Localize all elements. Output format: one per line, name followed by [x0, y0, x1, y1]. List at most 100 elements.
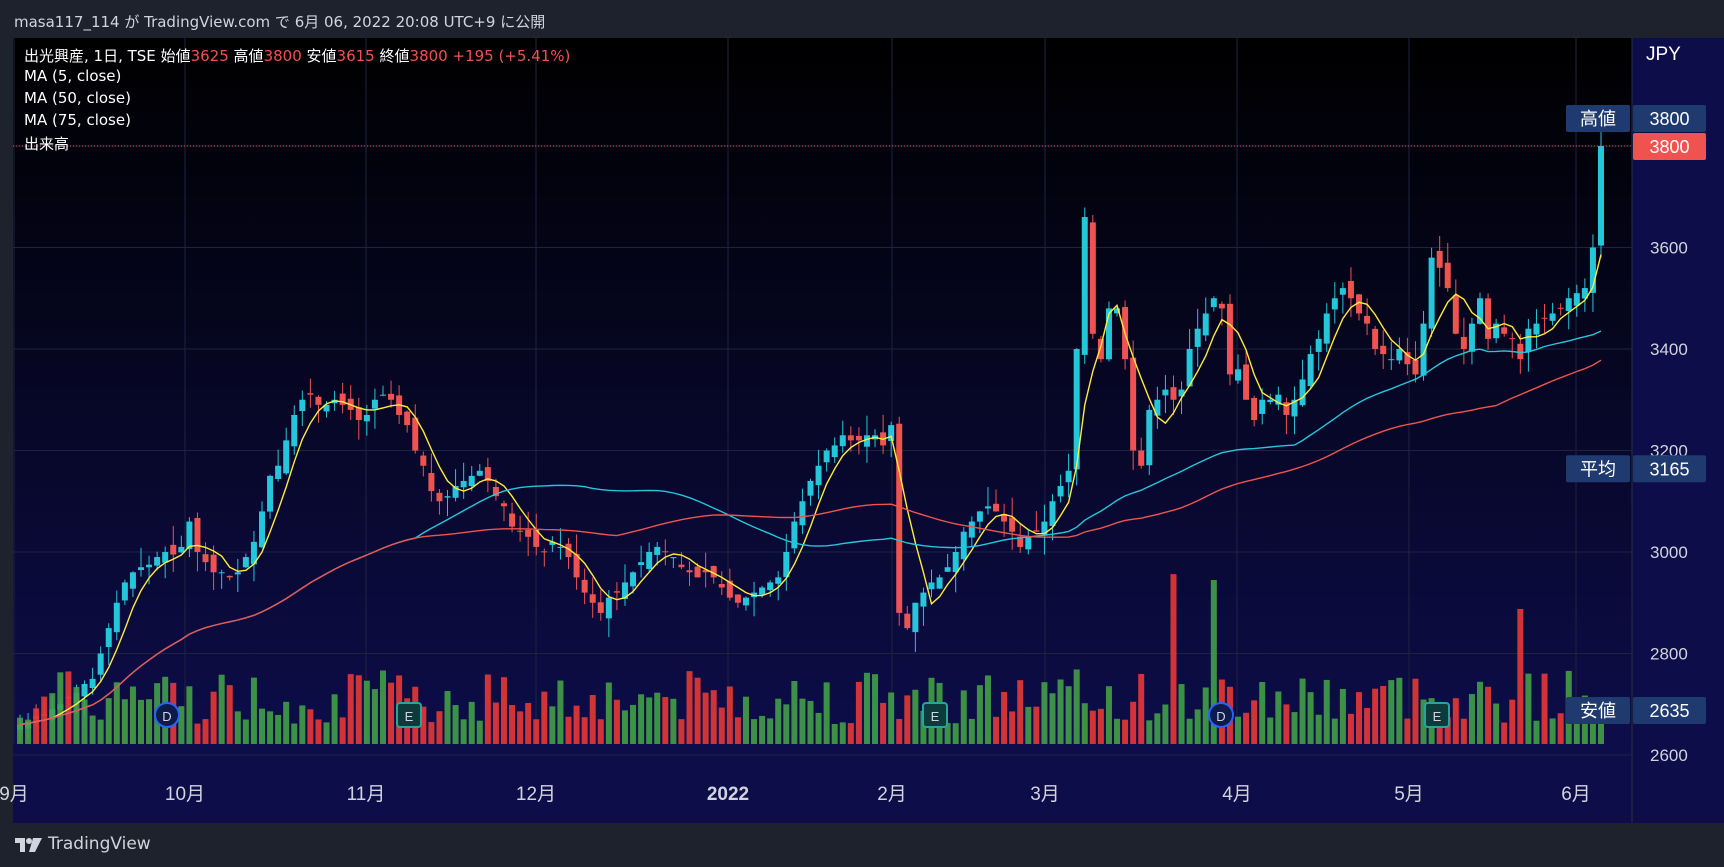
- volume-bar: [1065, 686, 1072, 744]
- volume-bar: [468, 701, 475, 744]
- volume-bar: [363, 680, 370, 744]
- candle-body: [210, 554, 217, 573]
- candle-body: [146, 564, 153, 568]
- candle-body: [1493, 323, 1500, 339]
- volume-bar: [1001, 691, 1008, 744]
- event-label: E: [1433, 709, 1442, 724]
- volume-bar: [1073, 669, 1080, 744]
- candle-body: [678, 564, 685, 568]
- chart-panel[interactable]: 3800360034003200300028002600JPY9月10月11月1…: [0, 38, 1724, 823]
- legend-ma50[interactable]: MA (50, close): [24, 89, 131, 107]
- volume-bar: [670, 698, 677, 744]
- candle-body: [718, 584, 725, 588]
- volume-bar: [33, 708, 40, 744]
- volume-bar: [1235, 716, 1242, 744]
- candle-body: [1235, 369, 1242, 381]
- candle-body: [484, 467, 491, 481]
- time-tick-label: 6月: [1561, 784, 1591, 805]
- candle-body: [1444, 262, 1451, 289]
- volume-bar: [1436, 722, 1443, 744]
- candle-body: [807, 480, 814, 496]
- legend-volume[interactable]: 出来高: [24, 135, 70, 153]
- volume-bar: [1468, 694, 1475, 744]
- candle-body: [1202, 313, 1209, 336]
- volume-bar: [146, 699, 153, 744]
- volume-bar: [1307, 692, 1314, 744]
- candle-body: [202, 554, 209, 563]
- candle-body: [1259, 399, 1266, 414]
- candle-body: [1412, 359, 1419, 375]
- volume-bar: [1009, 711, 1016, 744]
- volume-bar: [258, 708, 265, 744]
- volume-bar: [1299, 678, 1306, 744]
- price-tick-label: 2800: [1650, 645, 1688, 664]
- candle-body: [1468, 323, 1475, 352]
- volume-bar: [339, 717, 346, 744]
- legend-ma75[interactable]: MA (75, close): [24, 111, 131, 129]
- volume-bar: [1259, 682, 1266, 744]
- candle-body: [1114, 308, 1121, 314]
- plot-background: [13, 38, 1632, 744]
- candle-body: [1210, 298, 1217, 308]
- volume-bar: [1525, 673, 1532, 744]
- candle-body: [1364, 315, 1371, 324]
- price-chart[interactable]: 3800360034003200300028002600JPY9月10月11月1…: [0, 38, 1724, 823]
- volume-bar: [484, 674, 491, 744]
- time-tick-label: 2022: [707, 784, 749, 805]
- candle-body: [186, 521, 193, 550]
- volume-bar: [331, 694, 338, 744]
- candle-body: [1065, 470, 1072, 483]
- volume-bar: [1017, 680, 1024, 744]
- volume-bar: [581, 717, 588, 744]
- candle-body: [767, 582, 774, 591]
- candle-body: [1356, 294, 1363, 314]
- footer: TradingView: [0, 823, 1724, 867]
- candle-body: [452, 486, 459, 498]
- candle-body: [742, 597, 749, 606]
- candle-body: [307, 393, 314, 395]
- candle-body: [89, 678, 96, 689]
- volume-bar: [855, 681, 862, 744]
- volume-bar: [137, 699, 144, 744]
- candle-body: [121, 582, 128, 601]
- volume-bar: [993, 716, 1000, 744]
- legend-open-value: 3625: [190, 47, 229, 65]
- volume-bar: [1315, 714, 1322, 744]
- volume-bar: [1243, 712, 1250, 744]
- volume-bar: [1097, 708, 1104, 744]
- candle-body: [734, 594, 741, 603]
- avg-marker-value: 3165: [1649, 459, 1689, 479]
- candle-body: [1452, 295, 1459, 334]
- volume-bar: [1291, 712, 1298, 744]
- candle-body: [525, 529, 532, 537]
- low-marker-label: 安値: [1580, 701, 1616, 721]
- volume-bar: [226, 685, 233, 744]
- publisher-bar: masa117_114 が TradingView.com で 6月 06, 2…: [0, 0, 1724, 40]
- dividend-event-icon: [1208, 702, 1234, 728]
- candle-body: [1001, 514, 1008, 522]
- legend-ohlc: 出光興産, 1日, TSE 始値3625 高値3800 安値3615 終値380…: [24, 45, 570, 66]
- candle-body: [1460, 336, 1467, 349]
- volume-bar: [307, 709, 314, 744]
- volume-bar: [1049, 693, 1056, 744]
- candle-body: [638, 562, 645, 566]
- volume-bar: [678, 719, 685, 744]
- candle-body: [428, 473, 435, 492]
- candle-body: [1138, 450, 1145, 466]
- time-tick-label: 4月: [1222, 784, 1252, 805]
- candle-body: [468, 475, 475, 487]
- volume-bar: [1477, 681, 1484, 744]
- volume-bar: [355, 675, 362, 744]
- volume-bar: [1323, 679, 1330, 744]
- legend-ma5[interactable]: MA (5, close): [24, 67, 122, 85]
- volume-bar: [1186, 718, 1193, 744]
- volume-bar: [1388, 680, 1395, 744]
- volume-bar: [17, 717, 23, 744]
- candle-body: [694, 566, 701, 578]
- candle-body: [250, 541, 257, 565]
- volume-bar: [202, 719, 209, 744]
- candle-body: [613, 591, 620, 593]
- candle-body: [388, 393, 395, 400]
- candle-body: [759, 587, 766, 595]
- candle-body: [549, 541, 556, 545]
